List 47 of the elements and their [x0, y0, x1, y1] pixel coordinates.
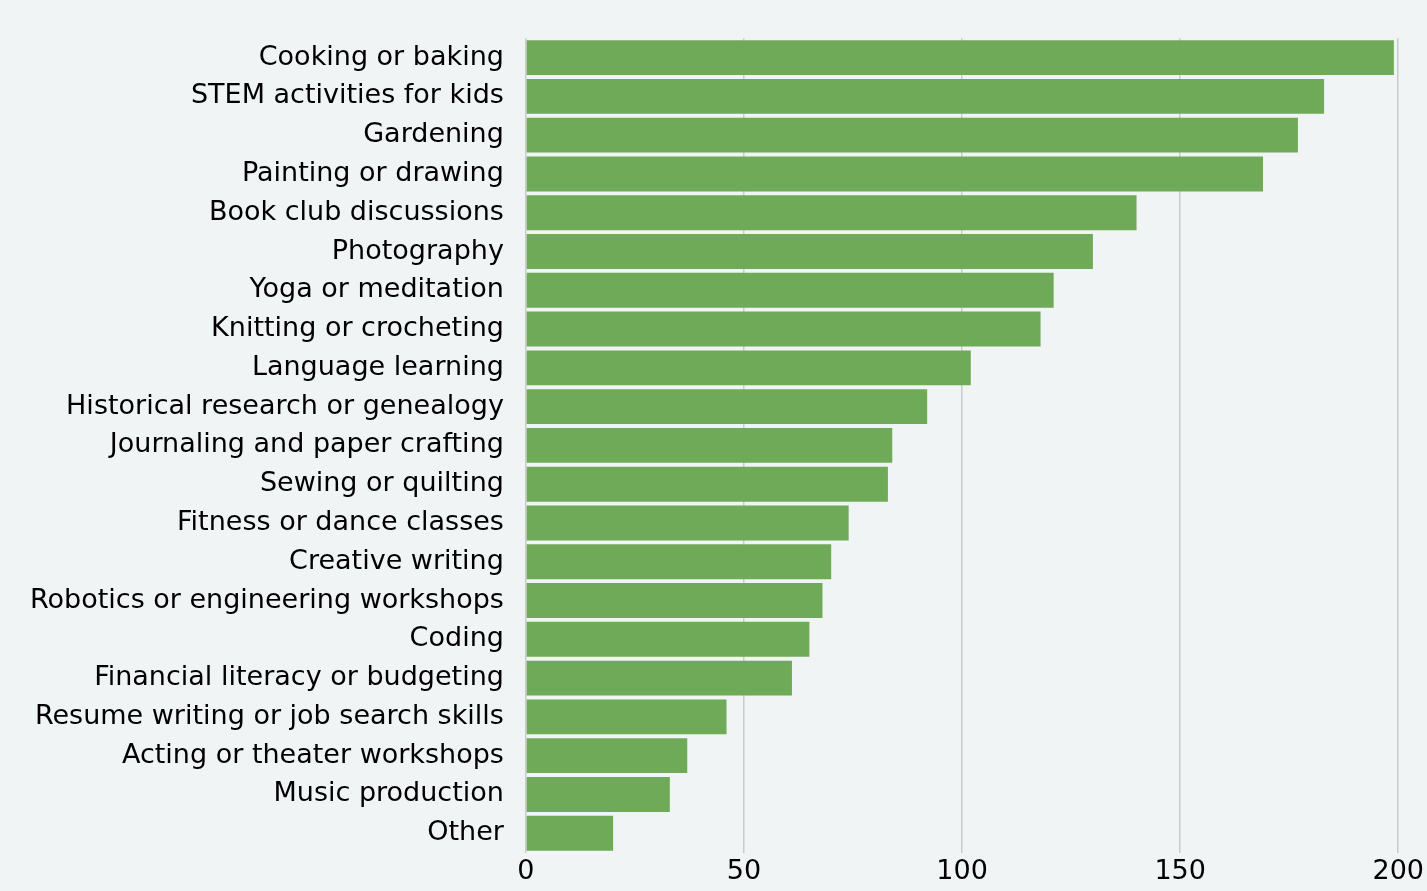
y-tick-label: Photography: [331, 233, 504, 265]
y-tick-label: Coding: [409, 621, 504, 653]
x-tick-label: 150: [1154, 853, 1206, 885]
bar: [526, 815, 614, 851]
y-tick-label: Knitting or crocheting: [211, 311, 504, 343]
bar: [526, 40, 1394, 76]
x-tick-label: 200: [1372, 853, 1425, 885]
x-tick-label: 0: [517, 853, 535, 885]
y-tick-label: Other: [427, 815, 505, 847]
y-tick-label: Fitness or dance classes: [177, 504, 504, 536]
bar: [526, 466, 888, 502]
bar: [526, 583, 823, 618]
y-tick-label: Gardening: [363, 117, 504, 149]
y-tick-label: Creative writing: [289, 543, 504, 575]
y-tick-label: Journaling and paper crafting: [107, 427, 504, 459]
y-tick-label: Book club discussions: [208, 194, 504, 226]
bar: [526, 427, 893, 463]
x-tick-label: 100: [936, 853, 988, 885]
bar: [526, 621, 810, 657]
bar: [526, 699, 727, 735]
y-tick-label: Painting or drawing: [241, 155, 504, 187]
bar: [526, 78, 1325, 114]
y-tick-label: Historical research or genealogy: [66, 388, 504, 420]
bar: [526, 660, 792, 696]
bar: [526, 776, 670, 812]
bar: [526, 195, 1137, 231]
bar: [526, 311, 1041, 347]
bar: [526, 738, 688, 774]
bar: [526, 389, 928, 425]
y-tick-label: Financial literacy or budgeting: [94, 660, 504, 692]
y-tick-label: Music production: [273, 776, 504, 808]
y-tick-label: Yoga or meditation: [248, 272, 504, 304]
bar: [526, 350, 971, 386]
bar: [526, 156, 1264, 192]
y-tick-label: Language learning: [251, 349, 504, 381]
y-tick-label: Resume writing or job search skills: [34, 698, 504, 730]
y-tick-label: Cooking or baking: [258, 39, 504, 71]
bar: [526, 117, 1298, 153]
bar: [526, 505, 849, 541]
y-tick-label: Sewing or quilting: [259, 466, 504, 498]
bar: [526, 234, 1093, 269]
y-tick-label: Robotics or engineering workshops: [29, 582, 504, 614]
y-tick-label: Acting or theater workshops: [121, 737, 504, 769]
x-tick-label: 50: [726, 853, 762, 885]
bar: [526, 272, 1054, 308]
y-tick-label: STEM activities for kids: [190, 78, 504, 110]
bar: [526, 544, 832, 580]
